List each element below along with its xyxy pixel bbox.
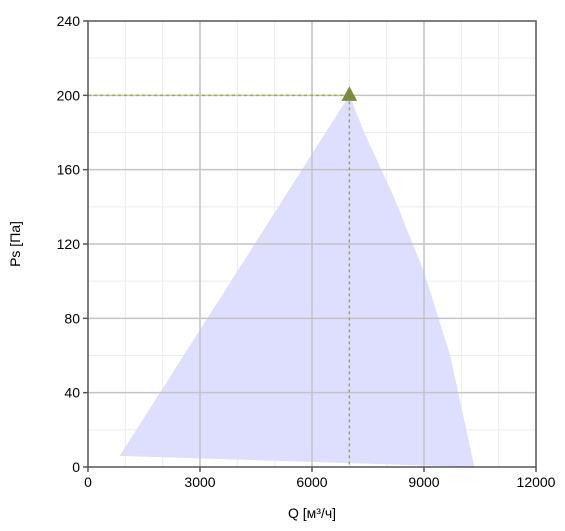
y-tick-label: 0 (72, 459, 80, 475)
x-tick-label: 9000 (408, 474, 439, 490)
y-tick-label: 80 (64, 310, 80, 326)
x-axis-label: Q [м³/ч] (288, 505, 336, 521)
x-tick-label: 0 (84, 474, 92, 490)
x-tick-label: 3000 (184, 474, 215, 490)
y-tick-label: 160 (57, 162, 81, 178)
x-tick-label: 6000 (296, 474, 327, 490)
y-axis-label: Ps [Па] (7, 221, 23, 267)
operating-region (119, 95, 475, 467)
y-tick-label: 120 (57, 236, 81, 252)
y-axis-ticks: 0 40 80 120 160 200 240 (57, 13, 88, 475)
operating-point-marker (341, 86, 358, 101)
operating-point-layer (341, 86, 358, 101)
operating-region-layer (119, 95, 475, 467)
y-tick-label: 200 (57, 87, 81, 103)
major-grid (88, 21, 536, 467)
operating-point-guides (88, 94, 351, 467)
y-tick-label: 40 (64, 385, 80, 401)
x-tick-label: 12000 (517, 474, 556, 490)
y-tick-label: 240 (57, 13, 81, 29)
x-axis-ticks: 0 3000 6000 9000 12000 (84, 467, 556, 490)
